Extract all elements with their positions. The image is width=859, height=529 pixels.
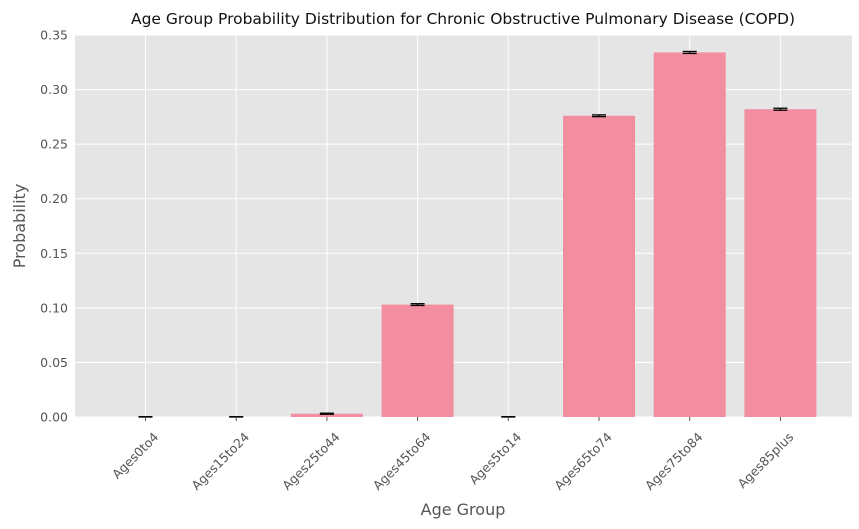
y-tick-label: 0.20: [40, 191, 68, 206]
error-bar: [682, 50, 697, 55]
y-tick-label: 0.10: [40, 300, 68, 315]
bars: [290, 52, 817, 418]
x-tick-label: Ages5to14: [466, 429, 524, 487]
x-tick-label: Ages65to74: [551, 429, 615, 493]
error-bars: [138, 50, 788, 418]
x-tick-label: Ages75to84: [642, 429, 706, 493]
x-tick-label: Ages15to24: [188, 429, 252, 493]
y-axis-label: Probability: [10, 184, 29, 269]
x-tick-label: Ages45to64: [370, 429, 434, 493]
y-tick-label: 0.05: [40, 355, 68, 370]
y-tick-label: 0.15: [40, 246, 68, 261]
error-bar: [319, 412, 334, 415]
y-tick-label: 0.35: [40, 28, 68, 43]
bar: [653, 52, 726, 417]
error-bar: [592, 114, 606, 118]
y-tick-label: 0.30: [40, 82, 68, 97]
error-bar: [410, 303, 425, 307]
x-tick-label: Ages85plus: [734, 429, 796, 491]
y-tick-label: 0.25: [40, 137, 68, 152]
chart-title: Age Group Probability Distribution for C…: [131, 10, 795, 28]
x-axis-label: Age Group: [421, 500, 506, 519]
bar: [744, 109, 817, 418]
plot-background: [75, 35, 852, 417]
error-bar: [773, 107, 788, 111]
x-tick-label: Ages0to4: [109, 429, 161, 481]
y-tick-label: 0.00: [40, 410, 68, 425]
bar: [381, 304, 454, 417]
x-tick-label: Ages25to44: [279, 429, 343, 493]
bar: [563, 115, 635, 417]
y-axis-ticks: 0.00 0.05 0.10 0.15 0.20 0.25 0.30 0.35: [40, 28, 68, 425]
bar: [290, 413, 363, 417]
x-axis-ticks: Ages0to4 Ages15to24 Ages25to44 Ages45to64 Ag…: [109, 417, 796, 493]
